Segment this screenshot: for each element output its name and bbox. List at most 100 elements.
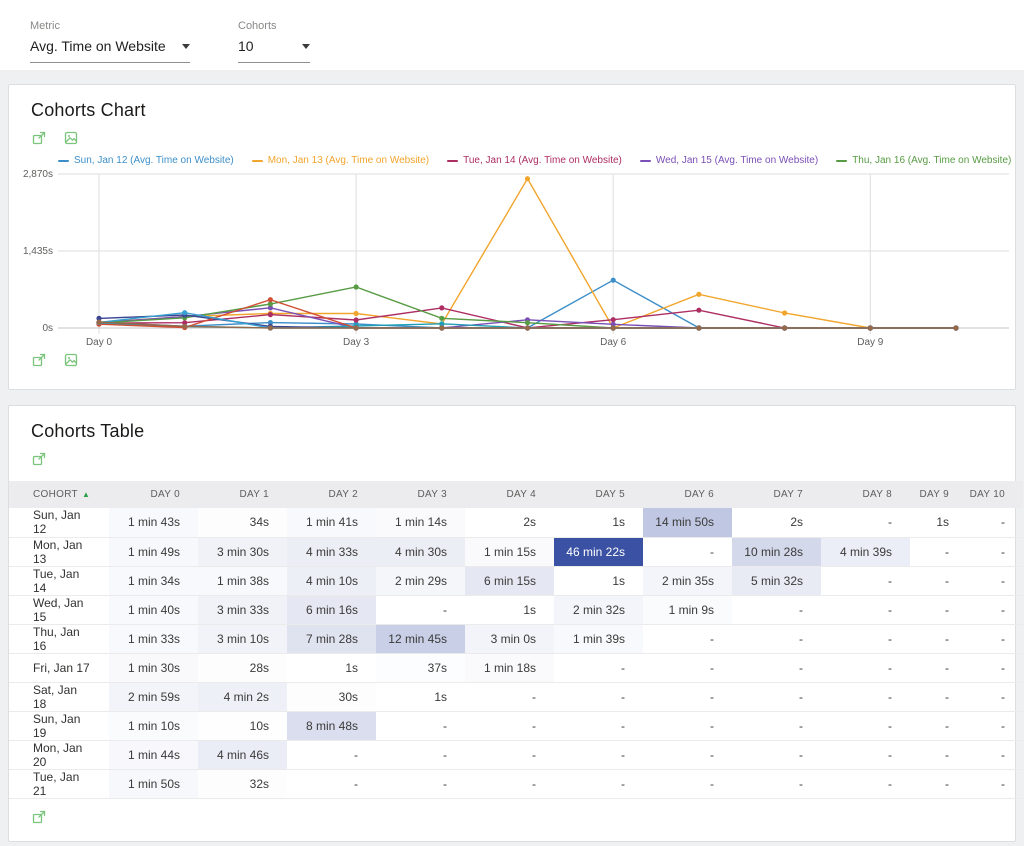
table-panel-title: Cohorts Table — [9, 406, 1015, 442]
value-cell: - — [287, 769, 376, 798]
legend-item[interactable]: Mon, Jan 13 (Avg. Time on Website) — [252, 155, 429, 166]
table-row: Sat, Jan 182 min 59s4 min 2s30s1s------- — [9, 682, 1023, 711]
data-point — [268, 297, 273, 302]
export-image-button[interactable] — [63, 352, 81, 370]
legend-item[interactable]: Wed, Jan 15 (Avg. Time on Website) — [640, 155, 818, 166]
value-cell: 34s — [198, 508, 287, 537]
legend-swatch — [640, 160, 651, 162]
value-cell: 2 min 32s — [554, 595, 643, 624]
legend-label: Thu, Jan 16 (Avg. Time on Website) — [852, 155, 1011, 166]
value-cell: - — [821, 595, 910, 624]
column-header-cohort[interactable]: COHORT▲ — [9, 481, 109, 508]
value-cell: 2 min 59s — [109, 682, 198, 711]
data-point — [268, 312, 273, 317]
cohort-name-cell: Mon, Jan 20 — [9, 740, 109, 769]
data-point — [953, 325, 958, 330]
value-cell: 1 min 9s — [643, 595, 732, 624]
legend-item[interactable]: Thu, Jan 16 (Avg. Time on Website) — [836, 155, 1011, 166]
value-cell: - — [732, 682, 821, 711]
metric-select[interactable]: Metric Avg. Time on Website — [30, 20, 190, 70]
data-point — [525, 320, 530, 325]
value-cell: 2 min 35s — [643, 566, 732, 595]
cohort-name-cell: Sun, Jan 12 — [9, 508, 109, 537]
data-point — [611, 325, 616, 330]
value-cell: 4 min 33s — [287, 537, 376, 566]
value-cell: - — [910, 624, 967, 653]
cohorts-table-panel: Cohorts Table COHORT▲DAY 0DAY 1DAY 2DAY … — [8, 405, 1016, 842]
column-header-day[interactable]: DAY 9 — [910, 481, 967, 508]
value-cell: 4 min 39s — [821, 537, 910, 566]
column-header-day[interactable]: DAY 8 — [821, 481, 910, 508]
table-row: Sun, Jan 121 min 43s34s1 min 41s1 min 14… — [9, 508, 1023, 537]
cohorts-value: 10 — [238, 38, 254, 54]
table-header-row: COHORT▲DAY 0DAY 1DAY 2DAY 3DAY 4DAY 5DAY… — [9, 481, 1023, 508]
export-icon — [31, 352, 47, 368]
column-header-day[interactable]: DAY 3 — [376, 481, 465, 508]
value-cell: - — [910, 769, 967, 798]
value-cell: 5 min 32s — [732, 566, 821, 595]
value-cell: 10 min 28s — [732, 537, 821, 566]
value-cell: 1 min 50s — [109, 769, 198, 798]
chart-toolbar-top — [9, 130, 1015, 148]
column-header-day[interactable]: DAY 0 — [109, 481, 198, 508]
table-row: Wed, Jan 151 min 40s3 min 33s6 min 16s-1… — [9, 595, 1023, 624]
column-header-day[interactable]: DAY 1 — [198, 481, 287, 508]
value-cell: - — [821, 653, 910, 682]
value-cell: - — [967, 566, 1023, 595]
column-header-day[interactable]: DAY 2 — [287, 481, 376, 508]
legend-swatch — [252, 160, 263, 162]
value-cell: 1 min 43s — [109, 508, 198, 537]
data-point — [696, 292, 701, 297]
value-cell: 4 min 30s — [376, 537, 465, 566]
export-data-button[interactable] — [31, 130, 49, 148]
value-cell: 12 min 45s — [376, 624, 465, 653]
value-cell: - — [967, 508, 1023, 537]
chart-panel-title: Cohorts Chart — [9, 85, 1015, 121]
column-header-day[interactable]: DAY 7 — [732, 481, 821, 508]
chart-legend: Sun, Jan 12 (Avg. Time on Website) Mon, J… — [58, 153, 1015, 168]
data-point — [354, 325, 359, 330]
data-point — [439, 316, 444, 321]
data-point — [868, 325, 873, 330]
export-image-button[interactable] — [63, 130, 81, 148]
value-cell: - — [821, 566, 910, 595]
metric-select-box[interactable]: Avg. Time on Website — [30, 38, 190, 63]
value-cell: - — [910, 595, 967, 624]
export-data-button[interactable] — [31, 451, 49, 469]
table-row: Mon, Jan 201 min 44s4 min 46s--------- — [9, 740, 1023, 769]
y-tick-label: 1,435s — [23, 246, 53, 257]
export-data-button[interactable] — [31, 352, 49, 370]
export-data-button[interactable] — [31, 809, 49, 827]
table-toolbar-bottom — [9, 809, 1015, 827]
value-cell: - — [376, 595, 465, 624]
cohorts-select[interactable]: Cohorts 10 — [238, 20, 310, 70]
value-cell: - — [643, 682, 732, 711]
value-cell: 2s — [732, 508, 821, 537]
data-point — [525, 176, 530, 181]
legend-label: Mon, Jan 13 (Avg. Time on Website) — [268, 155, 429, 166]
table-row: Fri, Jan 171 min 30s28s1s37s1 min 18s---… — [9, 653, 1023, 682]
column-header-day[interactable]: DAY 6 — [643, 481, 732, 508]
x-tick-label: Day 3 — [343, 337, 370, 348]
value-cell: 37s — [376, 653, 465, 682]
chevron-down-icon — [182, 44, 190, 49]
value-cell: - — [821, 508, 910, 537]
export-icon — [31, 809, 47, 825]
series-line — [99, 179, 956, 328]
value-cell: - — [732, 595, 821, 624]
cohort-name-cell: Thu, Jan 16 — [9, 624, 109, 653]
value-cell: - — [643, 624, 732, 653]
value-cell: - — [967, 653, 1023, 682]
value-cell: - — [732, 711, 821, 740]
cohorts-line-chart: Day 0Day 3Day 6Day 90s1,435s2,870s — [9, 168, 1019, 350]
legend-item[interactable]: Tue, Jan 14 (Avg. Time on Website) — [447, 155, 622, 166]
legend-item[interactable]: Sun, Jan 12 (Avg. Time on Website) — [58, 155, 234, 166]
value-cell: - — [376, 769, 465, 798]
column-header-day[interactable]: DAY 4 — [465, 481, 554, 508]
column-header-day[interactable]: DAY 10 — [967, 481, 1023, 508]
column-header-day[interactable]: DAY 5 — [554, 481, 643, 508]
value-cell: - — [643, 537, 732, 566]
filter-bar: Metric Avg. Time on Website Cohorts 10 — [0, 0, 1024, 70]
value-cell: - — [967, 769, 1023, 798]
cohorts-select-box[interactable]: 10 — [238, 38, 310, 63]
